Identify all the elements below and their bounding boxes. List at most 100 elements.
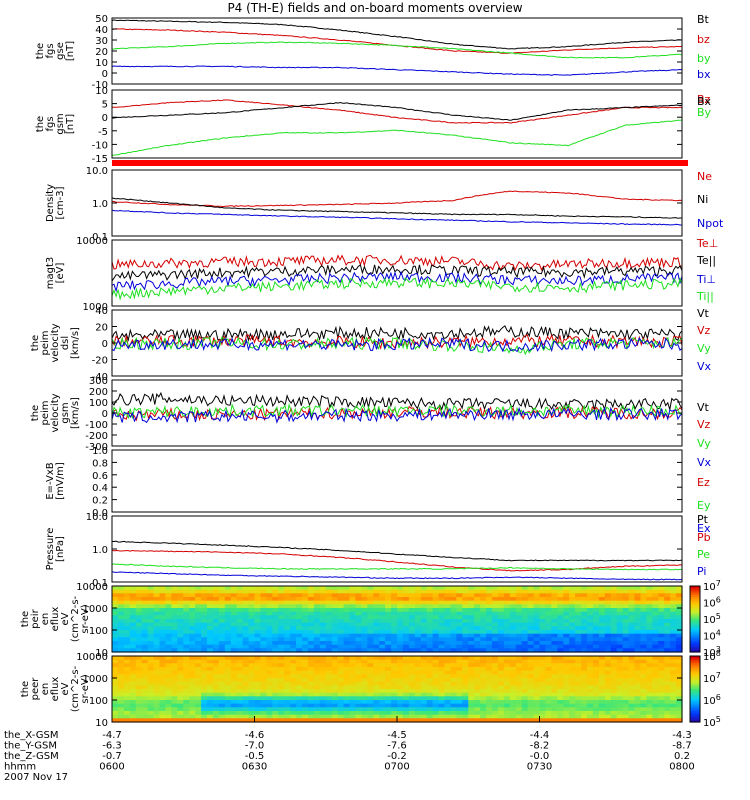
heatmap-cell <box>569 656 576 661</box>
heatmap-cell <box>426 692 434 697</box>
heatmap-cell <box>201 707 208 712</box>
heatmap-cell <box>616 667 624 672</box>
heatmap-cell <box>230 611 238 616</box>
heatmap-cell <box>391 644 398 649</box>
heatmap-cell <box>527 696 535 701</box>
heatmap-cell <box>254 600 261 605</box>
heatmap-cell <box>236 689 244 694</box>
heatmap-cell <box>337 689 345 694</box>
heatmap-cell <box>129 593 137 598</box>
heatmap-cell <box>420 600 428 605</box>
heatmap-cell <box>349 659 356 664</box>
heatmap-cell <box>307 685 315 690</box>
heatmap-cell <box>248 615 256 620</box>
heatmap-cell <box>171 667 178 672</box>
heatmap-cell <box>557 670 564 675</box>
heatmap-cell <box>610 630 618 635</box>
heatmap-cell <box>379 674 386 679</box>
heatmap-cell <box>592 685 600 690</box>
heatmap-cell <box>141 689 149 694</box>
heatmap-cell <box>123 663 131 668</box>
heatmap-cell <box>628 678 636 683</box>
heatmap-cell <box>509 633 517 638</box>
heatmap-cell <box>337 714 345 719</box>
heatmap-cell <box>480 630 487 635</box>
heatmap-cell <box>604 648 612 653</box>
heatmap-cell <box>177 670 184 675</box>
heatmap-cell <box>183 685 190 690</box>
heatmap-cell <box>266 626 273 631</box>
x-tick-label: 0700 <box>384 762 409 773</box>
y-tick-label: 0.6 <box>92 471 108 482</box>
heatmap-cell <box>343 630 351 635</box>
heatmap-cell <box>147 600 155 605</box>
heatmap-cell <box>224 681 232 686</box>
heatmap-cell <box>135 670 143 675</box>
heatmap-cell <box>598 637 606 642</box>
y-axis-label: [nT] <box>65 41 76 61</box>
heatmap-cell <box>634 641 641 646</box>
heatmap-cell <box>634 656 641 661</box>
heatmap-cell <box>557 685 564 690</box>
heatmap-cell <box>117 674 125 679</box>
heatmap-cell <box>604 714 612 719</box>
heatmap-cell <box>296 586 303 591</box>
heatmap-cell <box>195 714 202 719</box>
heatmap-cell <box>385 637 392 642</box>
heatmap-cell <box>307 586 315 591</box>
heatmap-cell <box>598 667 606 672</box>
heatmap-cell <box>367 589 374 594</box>
heatmap-cell <box>391 689 398 694</box>
heatmap-cell <box>230 692 238 697</box>
y-tick-label: 0.2 <box>92 496 108 507</box>
heatmap-cell <box>284 667 291 672</box>
heatmap-cell <box>640 667 647 672</box>
heatmap-cell <box>183 696 190 701</box>
heatmap-cell <box>379 711 386 716</box>
heatmap-cell <box>212 718 220 723</box>
heatmap-cell <box>343 681 351 686</box>
heatmap-cell <box>634 689 641 694</box>
heatmap-cell <box>634 696 641 701</box>
heatmap-cell <box>212 711 220 716</box>
heatmap-cell <box>581 637 588 642</box>
heatmap-cell <box>474 597 481 602</box>
heatmap-cell <box>444 670 451 675</box>
heatmap-cell <box>480 622 487 627</box>
heatmap-cell <box>343 689 351 694</box>
heatmap-cell <box>218 615 226 620</box>
heatmap-cell <box>628 659 636 664</box>
heatmap-cell <box>634 700 641 705</box>
heatmap-cell <box>248 700 256 705</box>
heatmap-cell <box>349 718 356 723</box>
heatmap-cell <box>272 597 279 602</box>
heatmap-cell <box>224 700 232 705</box>
heatmap-cell <box>117 586 125 591</box>
heatmap-cell <box>117 644 125 649</box>
heatmap-cell <box>112 604 119 609</box>
heatmap-cell <box>319 703 327 708</box>
heatmap-cell <box>207 630 214 635</box>
heatmap-cell <box>397 718 404 723</box>
heatmap-cell <box>385 619 392 624</box>
heatmap-cell <box>646 597 653 602</box>
heatmap-cell <box>218 597 226 602</box>
heatmap-cell <box>331 641 339 646</box>
heatmap-cell <box>450 630 457 635</box>
heatmap-cell <box>260 707 267 712</box>
heatmap-cell <box>112 656 119 661</box>
heatmap-cell <box>307 707 315 712</box>
heatmap-cell <box>676 700 683 705</box>
heatmap-cell <box>640 644 647 649</box>
heatmap-cell <box>224 670 232 675</box>
heatmap-cell <box>313 637 321 642</box>
heatmap-cell <box>480 586 487 591</box>
heatmap-cell <box>284 615 291 620</box>
heatmap-cell <box>402 622 410 627</box>
heatmap-cell <box>379 597 386 602</box>
heatmap-cell <box>367 656 374 661</box>
heatmap-cell <box>207 641 214 646</box>
heatmap-cell <box>171 626 178 631</box>
colorbar-frame <box>689 585 701 653</box>
legend-entry: Pe <box>697 548 710 561</box>
